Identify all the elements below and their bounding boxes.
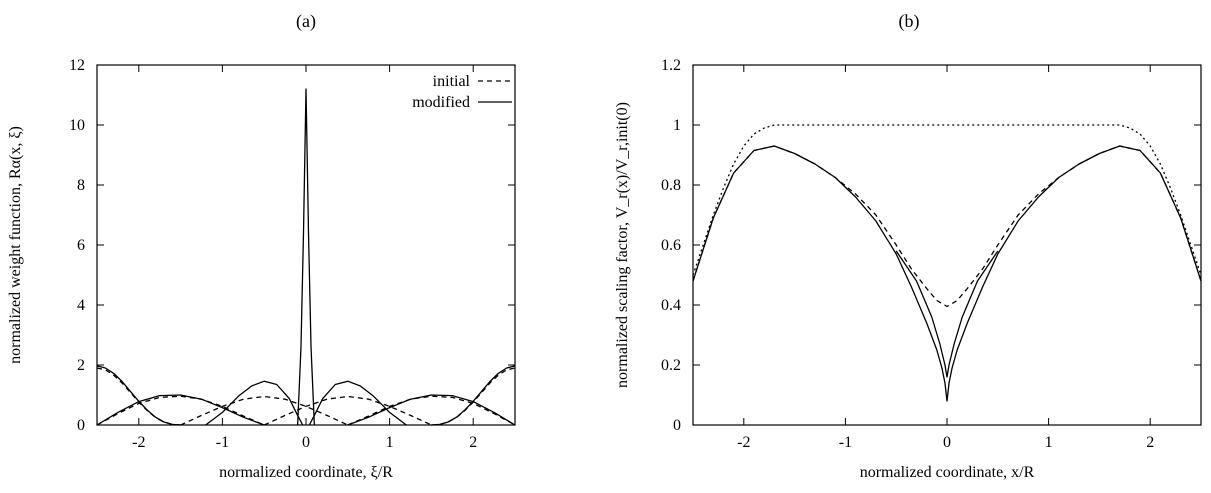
axis-ticks-b: -2 -1 0 1 2 0 0.2 0.4 0.6 0.8 1 1.2 [661,57,1201,451]
series-line-solid [296,88,316,426]
x-tick-label: 0 [943,434,951,451]
legend: initial modified [412,73,512,111]
series-line-dashed [180,395,349,426]
y-tick-label: 1.2 [661,57,681,74]
y-tick-label: 10 [69,117,85,134]
y-tick-label: 0 [673,417,681,434]
x-axis-label-a: normalized coordinate, ξ/R [219,464,393,481]
series-line-solid [895,250,999,378]
x-tick-label: 1 [386,434,394,451]
x-tick-label: 1 [1045,434,1053,451]
panel-label-b: (b) [899,11,920,32]
y-axis-label-b: normalized scaling factor, V_r(x)/V_r,in… [614,102,631,388]
x-tick-label: -2 [132,434,145,451]
x-tick-label: 0 [302,434,310,451]
series-line-dashed [96,367,181,426]
x-tick-label: -1 [216,434,229,451]
panel-label-a: (a) [296,11,316,32]
plot-area-a [96,88,516,426]
y-tick-label: 6 [77,237,85,254]
y-tick-label: 8 [77,177,85,194]
y-tick-label: 2 [77,357,85,374]
series-line-solid [692,145,1202,402]
y-tick-label: 0.6 [661,237,681,254]
chart-b: (b) -2 -1 0 1 2 0 0.2 0.4 0.6 0.8 1 1.2 normalized … [614,11,1202,481]
plot-area-b [692,124,1202,402]
x-tick-label: -2 [737,434,750,451]
series-line-dashed [692,145,1202,308]
series-line-solid [205,380,304,426]
series-line-solid [347,394,516,426]
x-tick-label: -1 [839,434,852,451]
y-axis-label-a: normalized weight function, Rα(x, ξ) [7,126,24,364]
series-line-dashed [96,395,265,426]
y-tick-label: 4 [77,297,85,314]
y-tick-label: 1 [673,117,681,134]
y-tick-label: 0 [77,417,85,434]
series-line-solid [431,365,516,426]
x-tick-label: 2 [1146,434,1154,451]
plot-frame-b [692,64,1202,426]
y-tick-label: 0.8 [661,177,681,194]
series-line-solid [308,380,407,426]
legend-label-initial: initial [433,73,471,90]
legend-label-modified: modified [412,94,470,111]
series-line-dashed [263,395,432,426]
series-line-solid [96,394,265,426]
series-line-dotted [692,124,1202,276]
series-line-dashed [347,395,516,426]
y-tick-label: 12 [69,57,85,74]
x-axis-label-b: normalized coordinate, x/R [860,464,1035,481]
y-tick-label: 0.4 [661,297,681,314]
x-tick-label: 2 [469,434,477,451]
y-tick-label: 0.2 [661,357,681,374]
